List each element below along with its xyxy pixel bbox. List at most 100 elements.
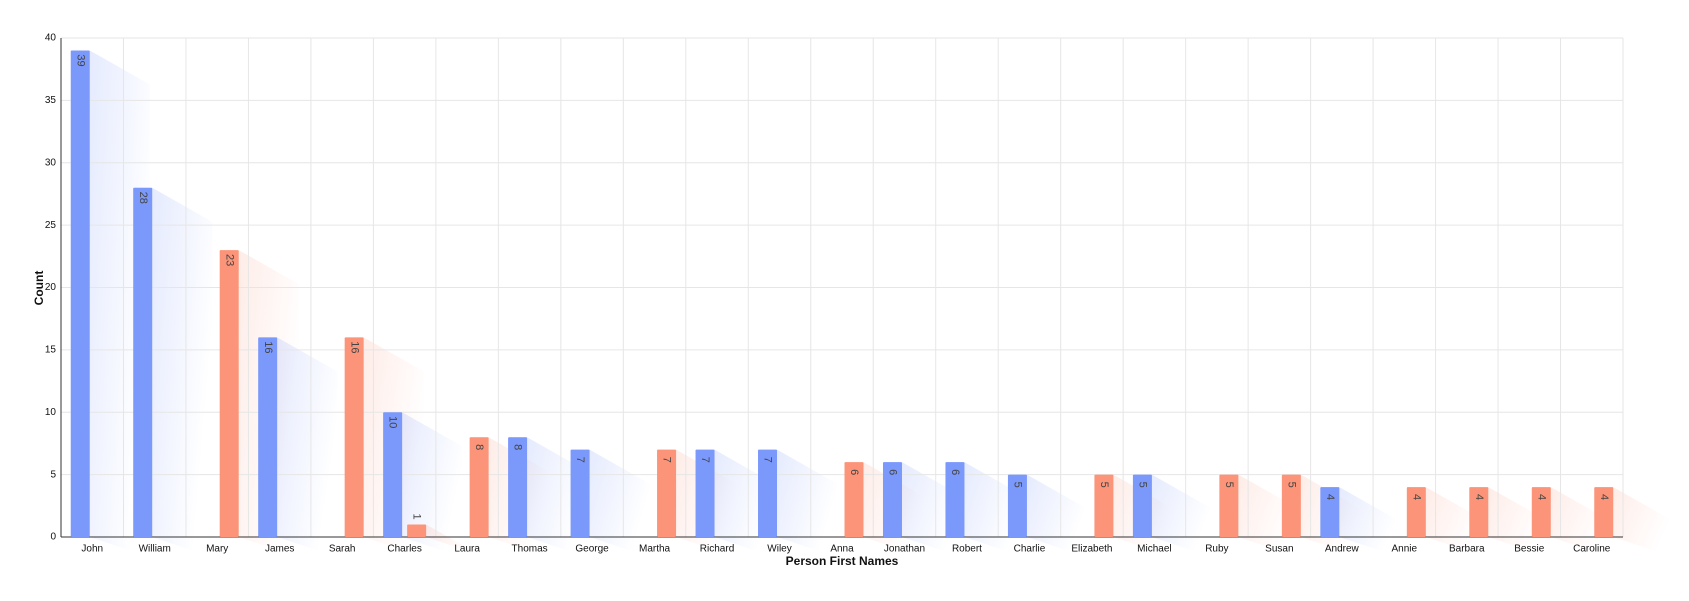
data-label: 6: [949, 469, 961, 475]
bar-shadow: [758, 449, 838, 557]
bar: [1594, 487, 1614, 537]
x-tick-label: Susan: [1265, 544, 1293, 555]
bar: [1007, 474, 1027, 537]
bar: [1469, 487, 1489, 537]
bar: [1219, 474, 1239, 537]
data-label: 10: [387, 416, 399, 428]
y-tick-label: 30: [45, 157, 57, 168]
data-label: 8: [512, 444, 524, 450]
data-label: 16: [262, 341, 274, 353]
bar-shadow: [70, 50, 150, 557]
bar: [1531, 487, 1551, 537]
bar: [383, 412, 403, 537]
bar: [657, 449, 677, 537]
data-label: 4: [1598, 494, 1610, 500]
data-label: 23: [223, 254, 235, 266]
y-tick-label: 15: [45, 345, 57, 356]
bar: [1094, 474, 1114, 537]
data-label: 7: [699, 457, 711, 463]
x-tick-label: Wiley: [767, 544, 791, 555]
bar: [407, 524, 427, 537]
data-label: 4: [1410, 494, 1422, 500]
bar: [219, 250, 239, 537]
x-tick-label: Barbara: [1449, 544, 1485, 555]
data-label: 4: [1535, 494, 1547, 500]
data-label: 5: [1223, 482, 1235, 488]
bar: [695, 449, 715, 537]
x-tick-label: Robert: [952, 544, 982, 555]
x-tick-label: Charles: [387, 544, 421, 555]
bar: [469, 437, 489, 537]
data-label: 6: [887, 469, 899, 475]
bar-shadow: [1132, 474, 1212, 557]
x-tick-label: Sarah: [329, 544, 356, 555]
y-tick-label: 0: [50, 532, 56, 543]
x-tick-label: Bessie: [1514, 544, 1544, 555]
y-tick-label: 40: [45, 33, 57, 44]
y-tick-label: 10: [45, 407, 57, 418]
bar-shadow: [407, 524, 487, 559]
bar-shadow: [570, 449, 650, 557]
bar: [344, 337, 364, 537]
x-tick-label: Andrew: [1325, 544, 1360, 555]
x-tick-label: Mary: [206, 544, 228, 555]
x-tick-label: Michael: [1137, 544, 1171, 555]
data-label: 5: [1285, 482, 1297, 488]
x-tick-label: Ruby: [1205, 544, 1228, 555]
data-label: 39: [74, 54, 86, 66]
x-tick-label: Anna: [830, 544, 854, 555]
y-tick-label: 35: [45, 95, 57, 106]
bar-shadow: [945, 462, 1025, 557]
bar-shadow: [1469, 487, 1549, 557]
x-tick-label: William: [139, 544, 171, 555]
x-tick-label: Caroline: [1573, 544, 1611, 555]
data-label: 16: [348, 341, 360, 353]
bar: [70, 50, 90, 537]
data-label: 4: [1473, 494, 1485, 500]
bar-shadow: [1007, 474, 1087, 557]
bar-shadow: [1531, 487, 1611, 557]
bar-shadow: [133, 187, 213, 557]
x-tick-label: Charlie: [1014, 544, 1046, 555]
bar-shadow: [508, 437, 588, 557]
x-tick-label: Annie: [1392, 544, 1418, 555]
data-label: 4: [1324, 494, 1336, 500]
data-label: 1: [411, 513, 423, 519]
data-label: 5: [1012, 482, 1024, 488]
bar-shadow: [383, 412, 463, 557]
bar-shadow: [695, 449, 775, 557]
x-tick-label: James: [265, 544, 294, 555]
y-tick-label: 20: [45, 282, 57, 293]
bar: [844, 462, 864, 537]
bar-shadow: [258, 337, 338, 557]
bar: [133, 187, 153, 537]
data-label: 7: [661, 457, 673, 463]
data-label: 5: [1136, 482, 1148, 488]
y-tick-label: 25: [45, 220, 57, 231]
data-label: 28: [137, 192, 149, 204]
bar: [258, 337, 278, 537]
y-tick-label: 5: [50, 469, 56, 480]
y-axis-title: Count: [32, 271, 46, 306]
bar: [882, 462, 902, 537]
x-tick-label: Elizabeth: [1071, 544, 1112, 555]
x-tick-label: Richard: [700, 544, 734, 555]
x-axis-title: Person First Names: [786, 554, 899, 568]
data-label: 8: [473, 444, 485, 450]
x-tick-label: Martha: [639, 544, 671, 555]
x-tick-label: Laura: [454, 544, 480, 555]
bar: [758, 449, 778, 537]
bar: [1406, 487, 1426, 537]
bar: [1320, 487, 1340, 537]
bar: [1281, 474, 1301, 537]
bar: [508, 437, 528, 537]
bar: [570, 449, 590, 537]
x-tick-label: John: [81, 544, 103, 555]
bar-shadow: [1406, 487, 1486, 557]
data-label: 7: [574, 457, 586, 463]
bar: [945, 462, 965, 537]
bar-shadow: [1219, 474, 1299, 557]
data-label: 6: [848, 469, 860, 475]
bar-shadow: [882, 462, 962, 557]
